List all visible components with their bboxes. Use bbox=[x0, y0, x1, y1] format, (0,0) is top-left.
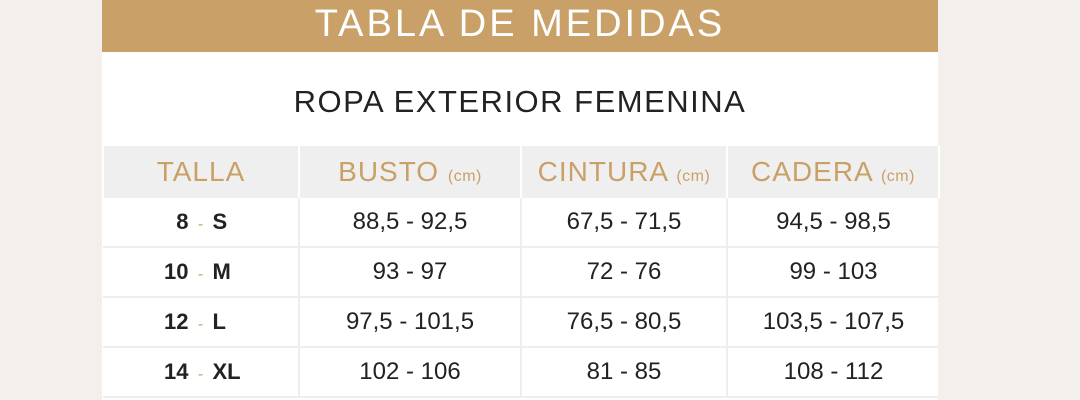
cadera-cell: 103,5 - 107,5 bbox=[727, 297, 939, 348]
table-row: 10- M 93 - 97 72 - 76 99 - 103 bbox=[103, 247, 939, 298]
size-letter: XL bbox=[212, 359, 241, 384]
cintura-cell: 67,5 - 71,5 bbox=[521, 198, 728, 248]
size-number: 14 bbox=[164, 359, 189, 384]
size-separator: - bbox=[197, 216, 204, 233]
header-label: CADERA bbox=[751, 156, 873, 187]
size-number: 12 bbox=[164, 309, 189, 334]
cintura-cell: 72 - 76 bbox=[521, 247, 728, 298]
header-unit: (cm) bbox=[447, 168, 482, 185]
table-header-row: TALLA BUSTO (cm) CINTURA (cm) CADERA (cm… bbox=[102, 146, 940, 198]
size-chart-card: TABLA DE MEDIDAS ROPA EXTERIOR FEMENINA … bbox=[102, 0, 940, 400]
header-cadera: CADERA (cm) bbox=[726, 146, 940, 198]
table-row: 14- XL 102 - 106 81 - 85 108 - 112 bbox=[103, 347, 939, 398]
size-separator: - bbox=[197, 266, 204, 283]
header-talla: TALLA bbox=[102, 146, 300, 198]
table-row: 12- L 97,5 - 101,5 76,5 - 80,5 103,5 - 10… bbox=[103, 297, 939, 348]
size-separator: - bbox=[197, 316, 204, 333]
busto-cell: 97,5 - 101,5 bbox=[299, 297, 522, 348]
header-unit: (cm) bbox=[880, 168, 915, 185]
header-busto: BUSTO (cm) bbox=[298, 146, 522, 198]
busto-cell: 93 - 97 bbox=[299, 247, 522, 298]
size-number: 8 bbox=[176, 209, 189, 234]
busto-cell: 102 - 106 bbox=[299, 347, 522, 398]
size-letter: S bbox=[212, 209, 228, 234]
size-cell: 12- L bbox=[103, 297, 300, 348]
cadera-cell: 108 - 112 bbox=[727, 347, 939, 398]
size-cell: 8-S bbox=[103, 198, 300, 248]
table-row: 8-S 88,5 - 92,5 67,5 - 71,5 94,5 - 98,5 bbox=[103, 198, 939, 248]
cadera-cell: 94,5 - 98,5 bbox=[727, 198, 939, 248]
size-cell: 10- M bbox=[103, 247, 300, 298]
header-cintura: CINTURA (cm) bbox=[520, 146, 728, 198]
header-label: TALLA bbox=[156, 156, 246, 187]
size-letter: M bbox=[212, 259, 231, 284]
cintura-cell: 76,5 - 80,5 bbox=[521, 297, 728, 348]
cintura-cell: 81 - 85 bbox=[521, 347, 728, 398]
header-label: CINTURA bbox=[537, 156, 668, 187]
subtitle: ROPA EXTERIOR FEMENINA bbox=[293, 84, 747, 119]
size-separator: - bbox=[197, 366, 204, 383]
size-number: 10 bbox=[164, 259, 189, 284]
banner-title: TABLA DE MEDIDAS bbox=[314, 3, 726, 45]
header-unit: (cm) bbox=[676, 168, 711, 185]
size-cell: 14- XL bbox=[103, 347, 300, 398]
busto-cell: 88,5 - 92,5 bbox=[299, 198, 522, 248]
header-label: BUSTO bbox=[338, 156, 440, 187]
size-letter: L bbox=[212, 309, 226, 334]
size-table: TALLA BUSTO (cm) CINTURA (cm) CADERA (cm… bbox=[102, 146, 940, 398]
cadera-cell: 99 - 103 bbox=[727, 247, 939, 298]
banner: TABLA DE MEDIDAS bbox=[102, 0, 938, 52]
